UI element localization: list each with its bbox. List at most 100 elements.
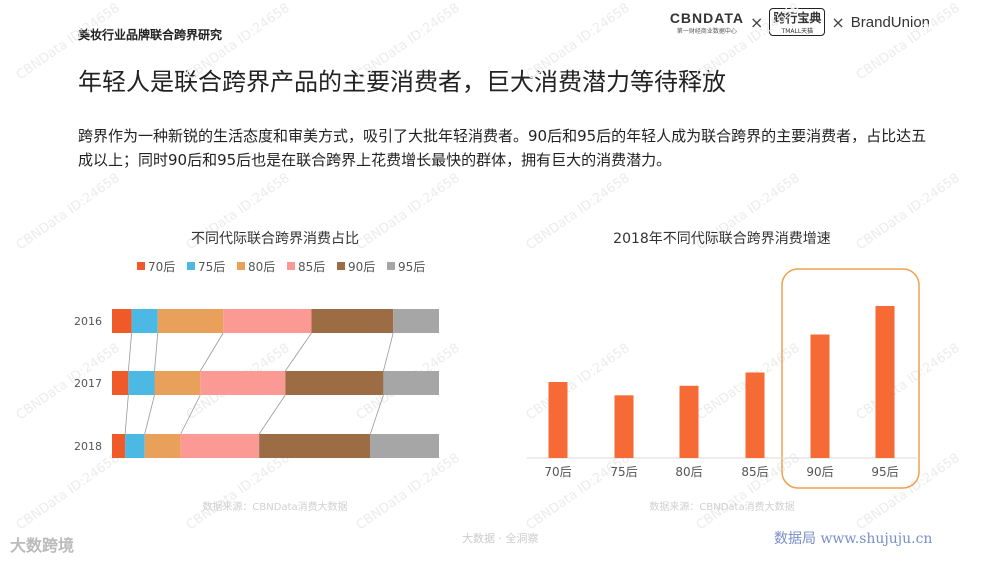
- stacked-bar-segment: [383, 371, 439, 395]
- cbndata-logo-subtext: 第一财经商业数据中心: [676, 27, 737, 35]
- stacked-chart-legend: 70后 75后 80后 85后 90后 95后: [137, 260, 425, 274]
- growth-chart-x-label: 95后: [871, 465, 898, 479]
- stacked-bar-segment: [112, 434, 126, 458]
- stacked-chart-y-labels: 2016 2017 2018: [74, 315, 102, 453]
- growth-chart-title: 2018年不同代际联合跨界消费增速: [613, 231, 831, 247]
- watermark-text: CBNData ID:24658: [854, 1, 963, 84]
- watermark-text: CBNData ID:24658: [14, 171, 123, 254]
- stacked-bar-segment: [200, 371, 286, 395]
- growth-chart-bars: [548, 306, 895, 458]
- watermark-text: CBNData ID:24658: [524, 1, 633, 84]
- watermark-text: CBNData ID:24658: [184, 1, 293, 84]
- stacked-connector-line: [284, 332, 312, 372]
- site-watermark: 数据局 www.shujuju.cn: [774, 531, 933, 547]
- logo-separator: ×: [831, 12, 845, 32]
- stacked-bar-segment: [112, 371, 129, 395]
- watermark-text: CBNData ID:24658: [184, 451, 293, 534]
- report-title: 美妆行业品牌联合跨界研究: [78, 28, 223, 42]
- logo-separator: ×: [749, 12, 764, 32]
- stacked-connector-line: [383, 332, 394, 372]
- stacked-chart-connectors: [124, 332, 394, 435]
- watermark-text: CBNData ID:24658: [854, 451, 963, 534]
- tmall-logo: 跨行宝典 TMALL天猫: [769, 8, 826, 36]
- growth-bar: [745, 372, 765, 458]
- legend-label: 75后: [198, 260, 225, 274]
- tmall-logo-subtext: TMALL天猫: [781, 28, 814, 35]
- page-description: 跨界作为一种新锐的生活态度和审美方式，吸引了大批年轻消费者。90后和95后的年轻…: [78, 127, 927, 169]
- page-headline: 年轻人是联合跨界产品的主要消费者，巨大消费潜力等待释放: [78, 68, 726, 96]
- legend-swatch: [137, 262, 145, 270]
- footer-watermark: 大数据 · 全洞察: [462, 532, 539, 545]
- growth-chart-x-label: 70后: [544, 465, 571, 479]
- growth-chart-x-label: 85后: [741, 465, 768, 479]
- stacked-bar-segment: [180, 434, 260, 458]
- watermark-text: CBNData ID:24658: [354, 1, 463, 84]
- stacked-bar-segment: [128, 371, 155, 395]
- legend-swatch: [287, 262, 295, 270]
- watermark-text: CBNData ID:24658: [694, 1, 803, 84]
- legend-swatch: [237, 262, 245, 270]
- growth-chart-x-label: 75后: [610, 465, 637, 479]
- growth-chart-x-label: 90后: [806, 465, 833, 479]
- stacked-connector-line: [369, 394, 384, 435]
- stacked-connector-line: [124, 394, 129, 435]
- growth-bar: [614, 395, 634, 458]
- stacked-connector-line: [127, 332, 133, 372]
- growth-bar: [679, 385, 699, 458]
- legend-label: 80后: [248, 260, 275, 274]
- stacked-bar-segment: [157, 309, 224, 333]
- stacked-chart-source: 数据来源：CBNData消费大数据: [202, 500, 347, 513]
- watermark-text: CBNData ID:24658: [524, 451, 633, 534]
- legend-label: 70后: [148, 260, 175, 274]
- stacked-bar-segment: [223, 309, 312, 333]
- stacked-chart-y-label: 2018: [74, 440, 102, 453]
- stacked-connector-line: [258, 394, 286, 435]
- watermark-text: CBNData ID:24658: [14, 451, 123, 534]
- watermark-text: CBNData ID:24658: [354, 171, 463, 254]
- growth-chart-x-labels: 70后 75后 80后 85后 90后 95后: [544, 465, 898, 479]
- watermark-text: CBNData ID:24658: [14, 341, 123, 424]
- highlight-box: [781, 268, 920, 489]
- stacked-bar-segment: [370, 434, 439, 458]
- watermark-text: CBNData ID:24658: [354, 451, 463, 534]
- watermark-text: CBNData ID:24658: [854, 171, 963, 254]
- legend-label: 95后: [398, 260, 425, 274]
- stacked-connector-line: [180, 394, 201, 435]
- watermark-text: CBNData ID:24658: [694, 451, 803, 534]
- stacked-bar-segment: [125, 434, 145, 458]
- stacked-bar-segment: [311, 309, 394, 333]
- brand-watermark: 大数跨境: [10, 536, 75, 555]
- legend-swatch: [387, 262, 395, 270]
- stacked-bar-segment: [285, 371, 384, 395]
- stacked-bar-segment: [154, 371, 201, 395]
- growth-chart: 2018年不同代际联合跨界消费增速 70后 75后 80后 85后 90后 95后 数据来…: [527, 231, 920, 513]
- stacked-chart-y-label: 2017: [74, 377, 102, 390]
- growth-chart-source: 数据来源：CBNData消费大数据: [649, 500, 794, 513]
- cbndata-logo-text: CBNDATA: [669, 9, 744, 26]
- tmall-logo-text: 跨行宝典: [773, 11, 822, 25]
- watermark-text: CBNData ID:24658: [854, 341, 963, 424]
- stacked-chart: 不同代际联合跨界消费占比 70后 75后 80后 85后 90后 95后 2016 2017…: [74, 231, 439, 513]
- legend-label: 90后: [348, 260, 375, 274]
- stacked-chart-bars: [112, 309, 439, 458]
- stacked-bar-segment: [144, 434, 181, 458]
- partner-logos: CBNDATA 第一财经商业数据中心 × 跨行宝典 TMALL天猫 × Bran…: [670, 8, 930, 36]
- legend-label: 85后: [298, 260, 325, 274]
- growth-bar: [810, 334, 830, 458]
- stacked-bar-segment: [259, 434, 371, 458]
- stacked-chart-title: 不同代际联合跨界消费占比: [191, 231, 359, 247]
- cbndata-logo: CBNDATA 第一财经商业数据中心: [670, 10, 744, 35]
- brandunion-logo: BrandUnion: [850, 13, 930, 31]
- stacked-connector-line: [144, 394, 155, 435]
- growth-bar: [548, 382, 568, 458]
- stacked-bar-segment: [112, 309, 132, 333]
- growth-bar: [875, 306, 895, 458]
- stacked-connector-line: [154, 332, 159, 372]
- legend-swatch: [187, 262, 195, 270]
- stacked-chart-y-label: 2016: [74, 315, 102, 328]
- stacked-bar-segment: [393, 309, 439, 333]
- growth-chart-x-label: 80后: [675, 465, 702, 479]
- legend-swatch: [337, 262, 345, 270]
- stacked-bar-segment: [131, 309, 158, 333]
